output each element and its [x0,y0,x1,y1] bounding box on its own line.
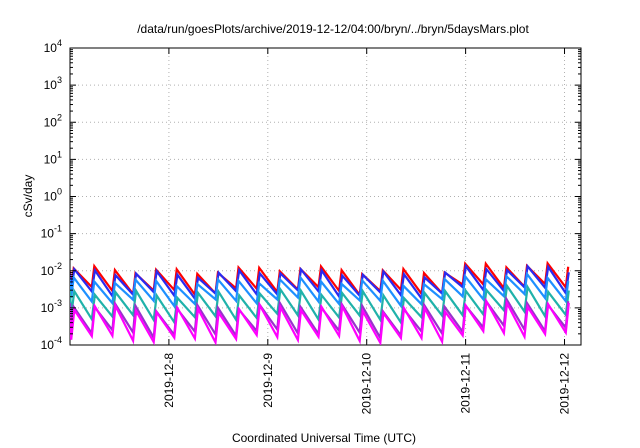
series-line [70,271,570,310]
y-tick-exponent: 1 [57,149,62,159]
y-tick-exponent: -3 [54,298,62,308]
y-tick-exponent: 3 [57,75,62,85]
y-axis-title: cSv/day [21,175,35,218]
axis-ticks [70,47,581,346]
series-line [70,297,570,345]
y-tick-label: 10-2 [41,261,62,278]
series-group [70,260,570,345]
y-tick-label: 10-1 [41,224,62,241]
y-tick-label: 102 [44,112,62,129]
y-tick-label: 10-4 [41,335,62,352]
y-tick-exponent: 0 [57,187,62,197]
y-tick-label: 101 [44,149,62,166]
y-tick-label: 100 [44,187,62,204]
x-tick-label: 2019-12-11 [459,353,473,414]
x-tick-label: 2019-12-12 [558,353,572,415]
y-tick-exponent: 2 [57,112,62,122]
x-tick-label: 2019-12-9 [261,353,275,408]
y-tick-exponent: -2 [54,261,62,271]
x-axis-title: Coordinated Universal Time (UTC) [232,431,416,445]
y-tick-exponent: -4 [54,335,62,345]
x-tick-labels: 2019-12-8 2019-12-9 2019-12-10 2019-12-11 20… [162,353,572,415]
y-tick-label: 103 [44,75,62,92]
x-tick-label: 2019-12-10 [360,353,374,415]
x-tick-label: 2019-12-8 [162,353,176,408]
grid-lines [70,48,581,345]
y-tick-label: 104 [44,38,62,55]
y-tick-label: 10-3 [41,298,62,315]
chart-title: /data/run/goesPlots/archive/2019-12-12/0… [137,22,529,36]
y-tick-exponent: -1 [54,224,62,234]
y-tick-exponent: 4 [57,38,62,48]
